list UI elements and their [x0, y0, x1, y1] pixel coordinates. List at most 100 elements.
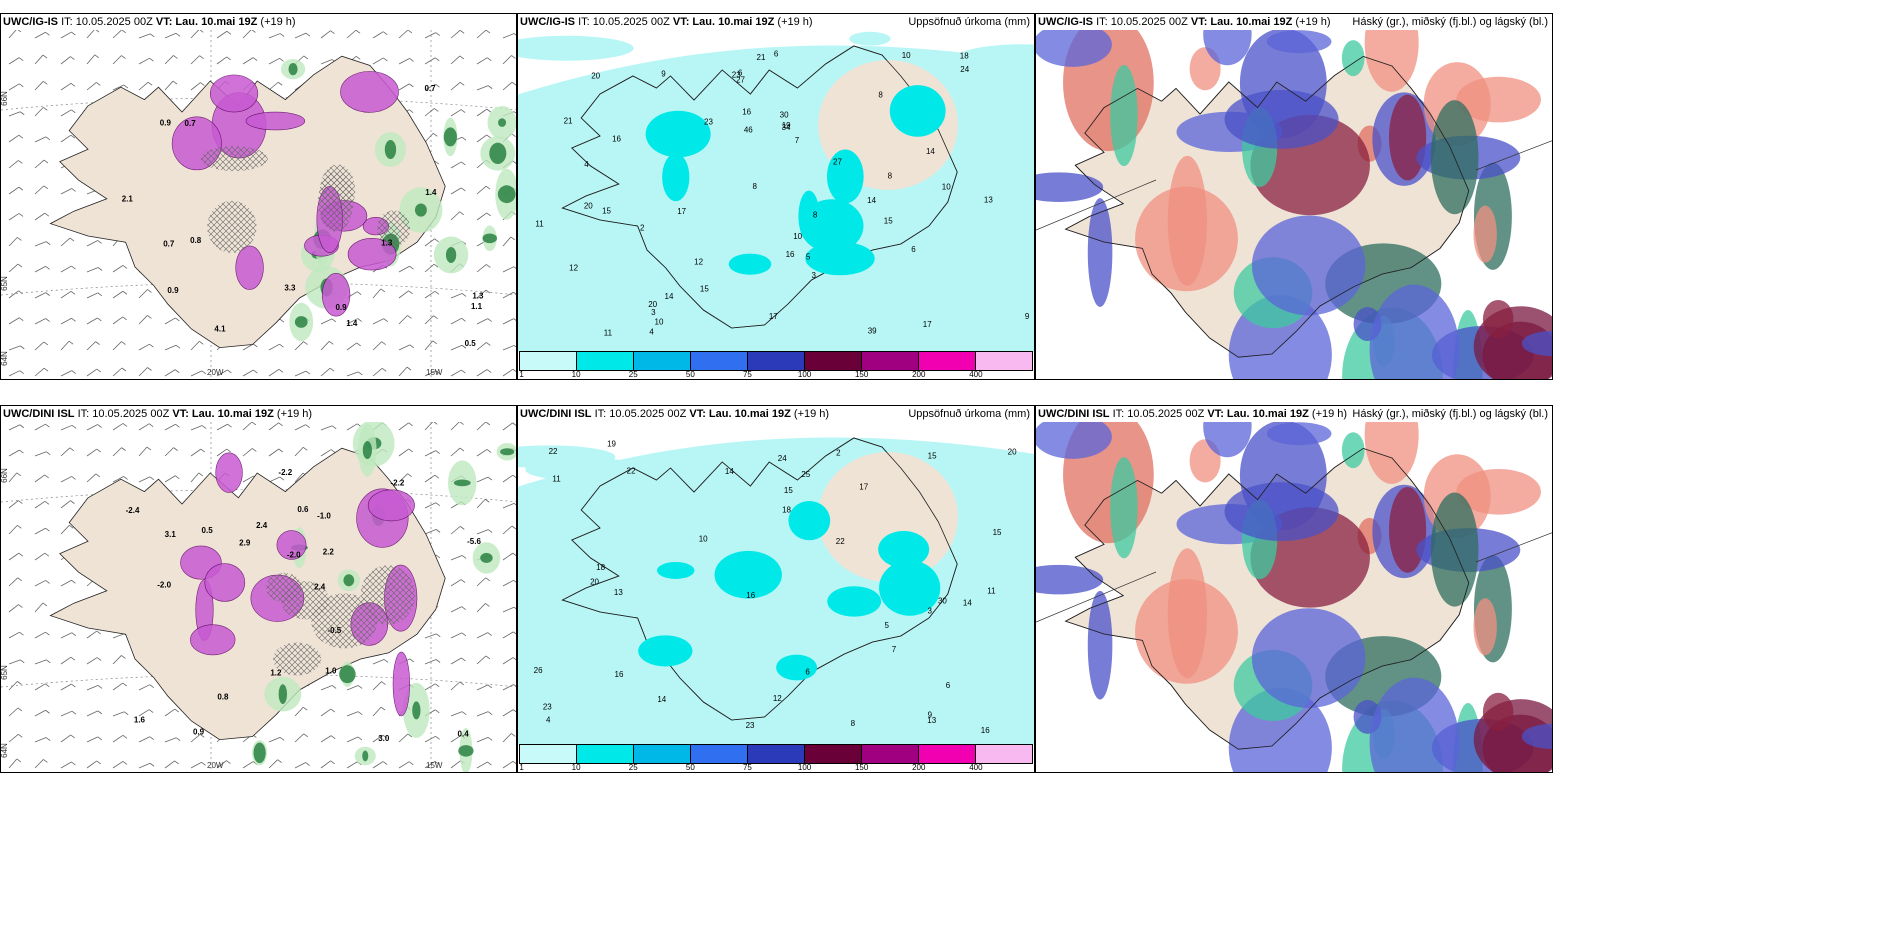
precip-value-label: 27: [736, 75, 745, 84]
precip-value-label: 21: [564, 117, 573, 126]
colorbar-tick-label: 200: [912, 763, 926, 772]
cloud-map: [1036, 422, 1552, 772]
precip-value-label: 4: [649, 328, 654, 337]
panel-cloud-igis: UWC/IG-IS IT: 10.05.2025 00Z VT: Lau. 10…: [1035, 13, 1553, 380]
lon-label-15w: 15W: [426, 761, 443, 770]
lat-label-66n: 66N: [0, 91, 9, 106]
precip-value-label: 15: [928, 452, 937, 461]
colorbar-tick-label: 150: [854, 763, 869, 772]
precip-value-label: 8: [851, 719, 856, 728]
precip-value-label: 22: [549, 447, 558, 456]
wind-value-label: -1.0: [317, 512, 331, 521]
colorbar-swatch: [520, 352, 577, 370]
precip-value-label: 5: [884, 621, 889, 630]
colorbar-swatch: [862, 745, 919, 763]
precip-value-label: 14: [657, 695, 666, 704]
precip-value-label: 19: [782, 121, 791, 130]
precip-value-label: 12: [694, 257, 703, 266]
precip-value-label: 23: [732, 70, 741, 79]
wind-value-label: -2.0: [287, 550, 301, 559]
precip-value-label: 10: [699, 534, 708, 543]
colorbar-tick-label: 50: [685, 763, 695, 772]
panel-title: UWC/IG-IS IT: 10.05.2025 00Z VT: Lau. 10…: [520, 16, 813, 28]
colorbar-tick-label: 100: [797, 763, 812, 772]
precip-value-label: 20: [648, 300, 657, 309]
colorbar-tick-label: 75: [742, 370, 752, 379]
colorbar-tick-label: 10: [571, 763, 581, 772]
precip-value-label: 39: [868, 326, 877, 335]
lon-label-20w: 20W: [207, 761, 224, 770]
precip-value-label: 15: [884, 216, 893, 225]
precip-value-label: 46: [744, 126, 753, 135]
cloud-map: [1036, 30, 1552, 379]
precip-value-label: 20: [1008, 447, 1017, 456]
precip-value-label: 6: [774, 49, 779, 58]
wind-map: 1.1 0.7 2.1 3.3 0.9 1.4 4.1 0.7 0.9 1.3 0.8 1.4 0.7 1…: [1, 30, 516, 379]
wind-value-label: 0.4: [458, 729, 470, 738]
precip-value-label: 34: [782, 123, 791, 132]
wind-value-label: -0.5: [327, 626, 341, 635]
precip-value-label: 15: [993, 528, 1002, 537]
precip-value-label: 6: [805, 667, 810, 676]
precip-value-label: 7: [892, 645, 897, 654]
precip-value-label: 3: [651, 308, 656, 317]
colorbar-swatch: [577, 352, 634, 370]
precip-value-label: 9: [1025, 312, 1030, 321]
colorbar-swatch: [520, 745, 577, 763]
precip-value-label: 24: [778, 454, 787, 463]
precip-value-label: 26: [534, 666, 543, 675]
wind-value-label: 1.4: [425, 188, 437, 197]
precip-value-label: 9: [928, 710, 933, 719]
wind-value-label: 0.9: [160, 118, 172, 127]
precip-value-label: 10: [655, 317, 664, 326]
panel-title: UWC/DINI ISL IT: 10.05.2025 00Z VT: Lau.…: [3, 408, 313, 420]
wind-value-label: 2.4: [314, 582, 326, 591]
precip-value-label: 20: [590, 578, 599, 587]
precip-value-label: 13: [614, 588, 623, 597]
wind-value-label: 1.1: [471, 302, 483, 311]
wind-value-label: 0.9: [335, 303, 347, 312]
wind-value-label: 1.6: [134, 716, 146, 725]
wind-value-label: 0.6: [297, 505, 309, 514]
panel-subtitle: Háský (gr.), miðský (fj.bl.) og lágský (…: [1352, 408, 1548, 420]
precip-value-label: 6: [738, 68, 743, 77]
precip-value-label: 17: [769, 312, 778, 321]
wind-value-label: 1.3: [472, 292, 484, 301]
wind-value-label: 1.4: [346, 319, 358, 328]
colorbar-swatch: [919, 352, 976, 370]
precip-value-label: 23: [543, 702, 552, 711]
precip-value-label: 2: [836, 448, 841, 457]
precip-value-label: 5: [806, 253, 811, 262]
wind-value-label: 2.1: [122, 194, 134, 203]
lat-label-65n: 65N: [0, 665, 9, 680]
colorbar-swatch: [976, 745, 1032, 763]
precip-value-label: 11: [535, 220, 544, 229]
panel-wind-dini: UWC/DINI ISL IT: 10.05.2025 00Z VT: Lau.…: [0, 405, 517, 773]
colorbar-tick-label: 25: [628, 763, 638, 772]
wind-value-label: 2.4: [256, 521, 268, 530]
precip-value-label: 27: [833, 158, 842, 167]
precip-value-label: 10: [942, 183, 951, 192]
precip-value-label: 25: [801, 470, 810, 479]
precip-value-label: 16: [981, 726, 990, 735]
precip-value-label: 19: [607, 440, 616, 449]
precip-value-label: 10: [793, 232, 802, 241]
precip-value-label: 16: [742, 107, 751, 116]
colorbar-swatch: [862, 352, 919, 370]
colorbar-swatch: [691, 745, 748, 763]
colorbar-tick-label: 1: [519, 370, 524, 379]
precip-value-label: 16: [746, 591, 755, 600]
colorbar-tick-label: 10: [571, 370, 581, 379]
panel-title: UWC/IG-IS IT: 10.05.2025 00Z VT: Lau. 10…: [3, 16, 296, 28]
precip-value-label: 12: [773, 694, 782, 703]
wind-value-label: -2.4: [126, 506, 140, 515]
precip-value-label: 18: [596, 563, 605, 572]
lat-label-66n: 66N: [0, 468, 9, 483]
panel-subtitle: Háský (gr.), miðský (fj.bl.) og lágský (…: [1352, 16, 1548, 28]
precip-map: 4 3 6 12 15 18 11 16 13 22 16 19 9 14 15 17 30 23 20 15 14 23…: [518, 422, 1034, 745]
precip-value-label: 9: [661, 69, 666, 78]
colorbar-tick-label: 50: [685, 370, 695, 379]
colorbar-tick-label: 1: [519, 763, 524, 772]
wind-value-label: 3.0: [378, 734, 390, 743]
wind-value-label: 1.3: [381, 239, 393, 248]
